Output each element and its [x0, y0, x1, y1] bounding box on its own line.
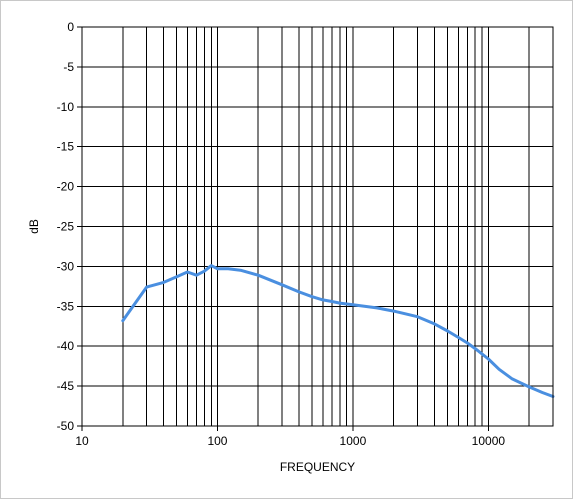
- x-tick-label: 10000: [472, 434, 506, 448]
- y-tick-label: -20: [57, 180, 75, 194]
- grid: [81, 26, 554, 427]
- x-tick-label: 100: [207, 434, 227, 448]
- series-line: [121, 264, 555, 398]
- y-axis-title: dB: [27, 219, 41, 234]
- y-tick-label: -40: [57, 339, 75, 353]
- y-tick-label: -30: [57, 259, 75, 273]
- y-tick-label: -10: [57, 100, 75, 114]
- y-tick-label: 0: [67, 20, 74, 34]
- y-tick-label: -15: [57, 140, 75, 154]
- x-tick-label: 1000: [340, 434, 367, 448]
- y-tick-label: -25: [57, 220, 75, 234]
- x-tick-labels: 10 100 1000 10000: [75, 426, 505, 448]
- y-tick-label: -5: [63, 60, 74, 74]
- y-tick-label: -35: [57, 299, 75, 313]
- series: [121, 264, 555, 398]
- y-tick-label: -45: [57, 379, 75, 393]
- x-axis-title: FREQUENCY: [280, 460, 355, 474]
- y-tick-labels: 0 -5 -10 -15 -20 -25 -30 -35 -40 -45 -50: [57, 20, 82, 433]
- y-tick-label: -50: [57, 419, 75, 433]
- x-tick-label: 10: [75, 434, 89, 448]
